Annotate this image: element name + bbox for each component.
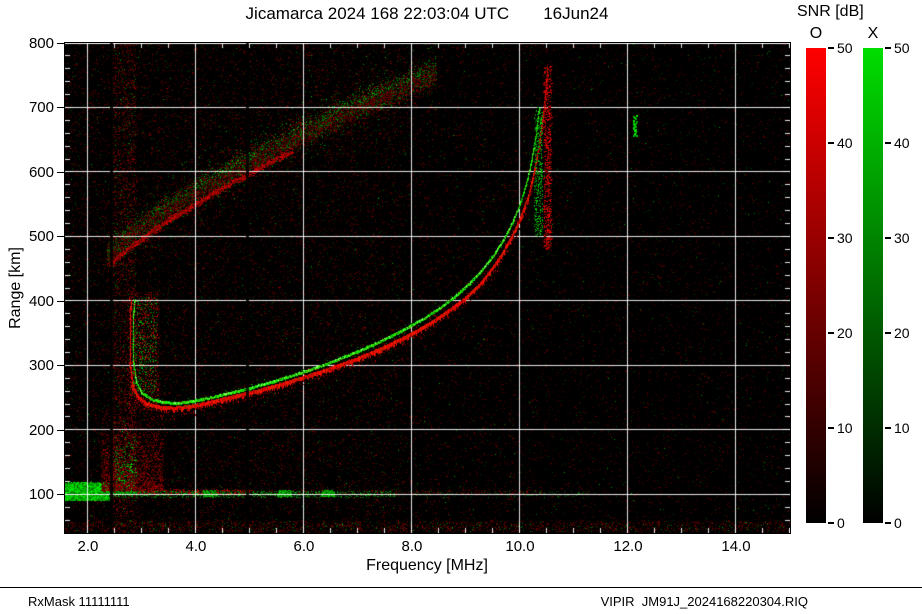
y-axis-tick-mark (57, 494, 64, 496)
colorbar-tick-mark (828, 142, 834, 144)
colorbar-tick-mark (828, 332, 834, 334)
y-tick-label: 500 (28, 228, 54, 246)
colorbar-tick-mark (885, 142, 891, 144)
colorbar-tick-mark (885, 47, 891, 49)
colorbar-tick-label: 20 (894, 325, 910, 341)
colorbar-tick-label: 50 (837, 40, 853, 56)
colorbar-tick-label: 30 (894, 230, 910, 246)
chart-title: Jicamarca 2024 168 22:03:04 UTC (245, 4, 510, 23)
colorbar-o-mode-label: O (809, 25, 823, 42)
colorbar-x-gradient (863, 48, 883, 523)
chart-date-label: 16Jun24 (543, 4, 609, 23)
colorbar-tick-mark (885, 237, 891, 239)
y-axis-tick-mark (57, 365, 64, 367)
y-axis-label: Range [km] (7, 247, 24, 329)
colorbar-tick-label: 10 (837, 420, 853, 436)
colorbar-tick-mark (828, 522, 834, 524)
x-tick-label: 8.0 (401, 538, 423, 555)
colorbar-tick-label: 40 (894, 135, 910, 151)
y-tick-label: 300 (28, 357, 54, 375)
rxmask-label: RxMask 11111111 (28, 594, 130, 609)
colorbar-tick-label: 10 (894, 420, 910, 436)
colorbar-o-gradient (806, 48, 826, 523)
y-tick-label: 400 (28, 292, 54, 310)
y-axis-tick-mark (57, 236, 64, 238)
y-tick-label: 600 (28, 163, 54, 181)
y-axis-tick-mark (57, 171, 64, 173)
colorbar-tick-mark (885, 427, 891, 429)
colorbar-x-mode-label: X (867, 25, 879, 42)
y-axis-tick-mark (57, 107, 64, 109)
colorbar-tick-label: 0 (837, 515, 845, 531)
x-tick-label: 4.0 (185, 538, 207, 555)
colorbar-tick-label: 50 (894, 40, 910, 56)
y-axis-tick-mark (57, 429, 64, 431)
x-tick-label: 12.0 (613, 538, 643, 555)
x-tick-label: 6.0 (293, 538, 315, 555)
x-tick-label: 2.0 (77, 538, 99, 555)
plot-area (64, 42, 791, 534)
colorbar-tick-mark (828, 47, 834, 49)
chart-title-row: Jicamarca 2024 168 22:03:04 UTC 16Jun24 (27, 4, 827, 24)
data-file-label: VIPIR JM91J_2024168220304.RIQ (600, 594, 808, 609)
colorbar-tick-mark (885, 522, 891, 524)
colorbar-tick-label: 40 (837, 135, 853, 151)
x-axis-label: Frequency [MHz] (366, 557, 488, 574)
y-tick-label: 700 (28, 99, 54, 117)
colorbar-tick-mark (828, 427, 834, 429)
colorbar-tick-label: 20 (837, 325, 853, 341)
colorbar-tick-mark (828, 237, 834, 239)
y-tick-label: 800 (28, 35, 54, 52)
colorbar-tick-label: 0 (894, 515, 902, 531)
y-axis-tick-mark (57, 43, 64, 44)
footer-divider (0, 587, 922, 588)
ionogram-canvas (65, 43, 790, 533)
y-tick-label: 200 (28, 421, 54, 439)
y-tick-label: 100 (28, 486, 54, 504)
y-axis-tick-mark (57, 300, 64, 302)
colorbar-tick-mark (885, 332, 891, 334)
colorbar-title: SNR [dB] (797, 3, 864, 20)
x-tick-label: 14.0 (721, 538, 751, 555)
x-tick-label: 10.0 (505, 538, 535, 555)
colorbar-tick-label: 30 (837, 230, 853, 246)
